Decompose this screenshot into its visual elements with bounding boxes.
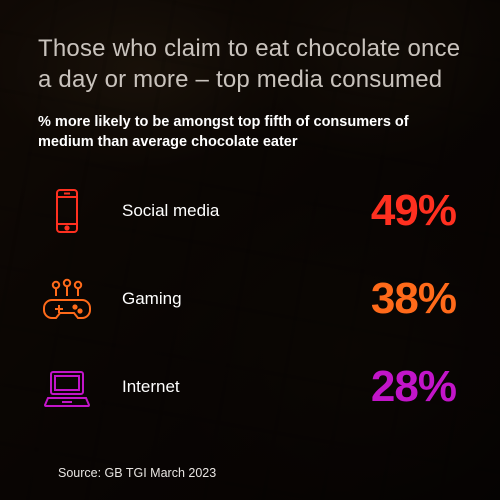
stat-row-internet: Internet 28% (38, 359, 462, 415)
laptop-icon (38, 359, 96, 415)
stat-label: Gaming (122, 289, 371, 309)
stat-label: Social media (122, 201, 371, 221)
title: Those who claim to eat chocolate once a … (38, 34, 462, 95)
stat-value: 28% (371, 362, 456, 412)
stat-rows: Social media 49% Gaming 38% (38, 183, 462, 415)
stat-value: 49% (371, 186, 456, 236)
gamepad-icon (38, 271, 96, 327)
subtitle: % more likely to be amongst top fifth of… (38, 113, 448, 152)
infographic: Those who claim to eat chocolate once a … (0, 0, 500, 500)
stat-value: 38% (371, 274, 456, 324)
source-text: Source: GB TGI March 2023 (58, 466, 216, 480)
stat-row-social-media: Social media 49% (38, 183, 462, 239)
stat-label: Internet (122, 377, 371, 397)
stat-row-gaming: Gaming 38% (38, 271, 462, 327)
phone-icon (38, 183, 96, 239)
